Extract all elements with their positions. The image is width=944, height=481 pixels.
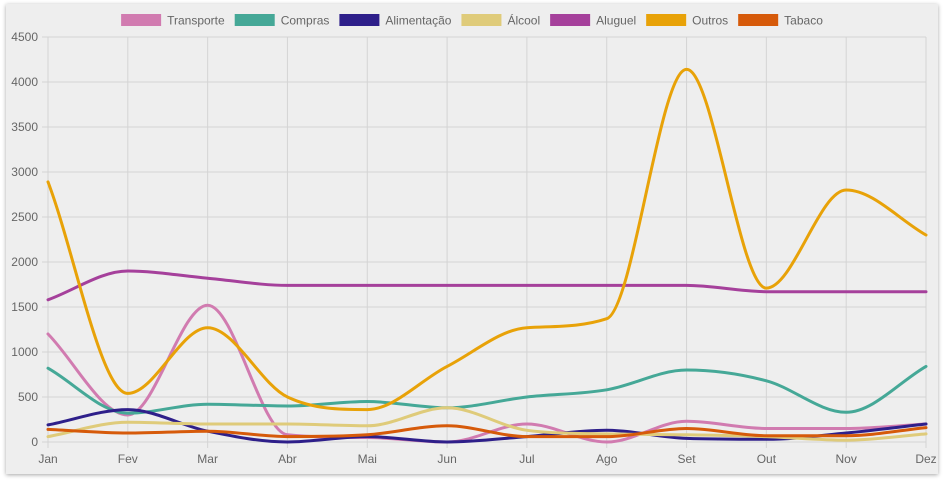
y-tick-label: 3500 bbox=[11, 120, 38, 134]
x-tick-label: Dez bbox=[915, 452, 936, 466]
legend-label: Transporte bbox=[167, 14, 225, 28]
legend-item[interactable]: Alimentação bbox=[339, 14, 452, 28]
x-tick-label: Jun bbox=[437, 452, 456, 466]
x-tick-label: Out bbox=[757, 452, 777, 466]
y-tick-label: 2500 bbox=[11, 210, 38, 224]
x-tick-label: Ago bbox=[596, 452, 618, 466]
x-tick-label: Jan bbox=[38, 452, 57, 466]
y-tick-label: 0 bbox=[31, 435, 38, 449]
series-line bbox=[46, 269, 928, 302]
legend-label: Tabaco bbox=[784, 14, 823, 28]
legend-item[interactable]: Compras bbox=[234, 14, 330, 28]
legend-label: Aluguel bbox=[596, 14, 636, 28]
x-tick-label: Jul bbox=[519, 452, 534, 466]
x-tick-label: Abr bbox=[278, 452, 297, 466]
series-line bbox=[46, 67, 928, 412]
legend-swatch bbox=[339, 14, 380, 26]
legend-label: Alimentação bbox=[385, 14, 451, 28]
legend-swatch bbox=[461, 14, 502, 26]
legend-swatch bbox=[646, 14, 687, 26]
grid bbox=[42, 36, 927, 448]
legend-swatch bbox=[121, 14, 162, 26]
legend-item[interactable]: Outros bbox=[646, 14, 728, 28]
legend-label: Álcool bbox=[507, 13, 540, 28]
series-line bbox=[46, 408, 928, 444]
legend: Transporte Compras Alimentação Álcool Alugue… bbox=[121, 13, 823, 28]
legend-swatch bbox=[550, 14, 591, 26]
y-tick-label: 4000 bbox=[11, 75, 38, 89]
legend-item[interactable]: Tabaco bbox=[738, 14, 823, 28]
y-tick-label: 4500 bbox=[11, 30, 38, 44]
legend-item[interactable]: Aluguel bbox=[550, 14, 636, 28]
series-line bbox=[46, 424, 928, 439]
series-line bbox=[46, 364, 928, 415]
y-tick-label: 1500 bbox=[11, 300, 38, 314]
legend-label: Outros bbox=[692, 14, 728, 28]
y-axis: 0 500 1000 1500 2000 2500 3000 3500 4000 4500 bbox=[11, 30, 38, 449]
x-axis: Jan Fev Mar Abr Mai Jun Jul Ago Set Out Nov Dez bbox=[38, 452, 936, 466]
y-tick-label: 500 bbox=[18, 390, 38, 404]
x-tick-label: Nov bbox=[836, 452, 857, 466]
legend-label: Compras bbox=[281, 14, 330, 28]
legend-item[interactable]: Transporte bbox=[121, 14, 225, 28]
y-tick-label: 2000 bbox=[11, 255, 38, 269]
x-tick-label: Mai bbox=[358, 452, 377, 466]
legend-swatch bbox=[234, 14, 275, 26]
y-tick-label: 3000 bbox=[11, 165, 38, 179]
legend-swatch bbox=[738, 14, 779, 26]
legend-item[interactable]: Álcool bbox=[461, 13, 540, 28]
x-tick-label: Mar bbox=[197, 452, 218, 466]
x-tick-label: Set bbox=[678, 452, 697, 466]
series-lines bbox=[46, 67, 928, 444]
x-tick-label: Fev bbox=[118, 452, 138, 466]
y-tick-label: 1000 bbox=[11, 345, 38, 359]
